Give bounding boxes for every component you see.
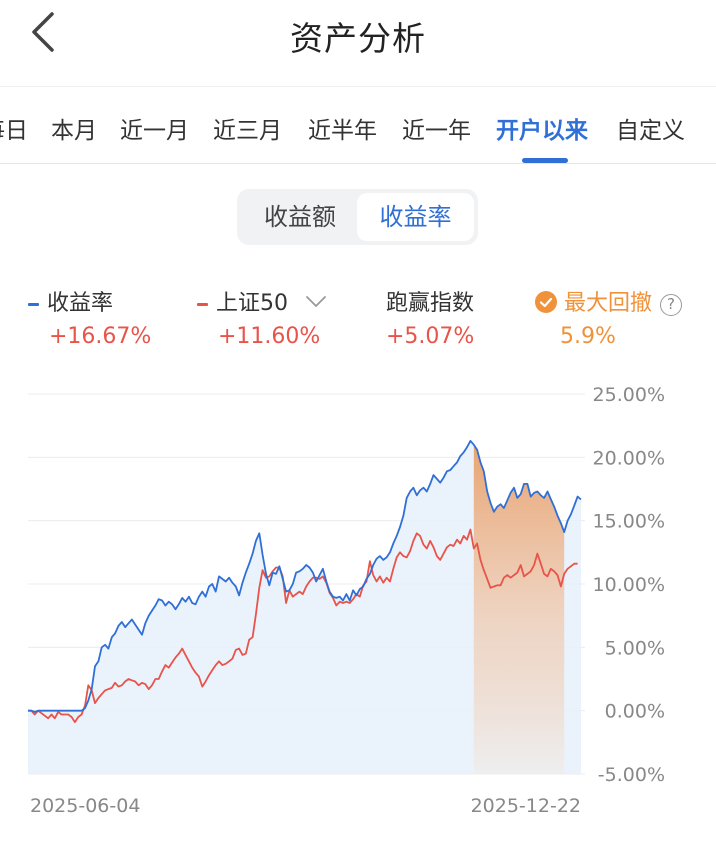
y-tick-label: 25.00% bbox=[593, 384, 665, 406]
profit-rate-line bbox=[28, 440, 582, 713]
chevron-left-icon bbox=[32, 12, 54, 52]
question-circle-icon[interactable]: ? bbox=[660, 294, 683, 316]
x-axis-start-label: 2025-06-04 bbox=[30, 795, 140, 817]
toggle-profit-rate[interactable]: 收益率 bbox=[357, 193, 474, 241]
legend-value: +11.60% bbox=[218, 324, 321, 349]
legend-label: 上证50 bbox=[216, 291, 288, 316]
tab-custom[interactable]: 自定义 bbox=[616, 118, 685, 144]
chevron-down-icon[interactable] bbox=[305, 295, 327, 309]
series-line-marker bbox=[28, 302, 39, 306]
x-axis-end-label: 2025-12-22 bbox=[471, 795, 581, 817]
legend-profit-rate: 收益率 +16.67% bbox=[28, 290, 151, 354]
tab-last-half-year[interactable]: 近半年 bbox=[308, 118, 377, 144]
benchmark-line bbox=[28, 528, 578, 723]
navigation-bar: 资产分析 bbox=[0, 0, 716, 86]
period-tab-bar: 每日 本月 近一月 近三月 近半年 近一年 开户以来 自定义 bbox=[0, 86, 716, 164]
y-tick-label: 10.00% bbox=[593, 574, 665, 596]
tab-daily[interactable]: 每日 bbox=[0, 118, 28, 144]
legend-excess-return: 跑赢指数 +5.07% bbox=[386, 290, 474, 354]
metric-toggle: 收益额 收益率 bbox=[237, 189, 478, 245]
tab-last-three-months[interactable]: 近三月 bbox=[213, 118, 282, 144]
tab-this-month[interactable]: 本月 bbox=[51, 118, 97, 144]
back-button[interactable] bbox=[26, 10, 66, 54]
series-line-marker bbox=[197, 302, 208, 306]
y-tick-label: 0.00% bbox=[605, 701, 665, 723]
legend-label: 收益率 bbox=[47, 291, 114, 316]
legend-max-drawdown[interactable]: 最大回撤? 5.9% bbox=[535, 290, 683, 354]
y-tick-label: 15.00% bbox=[593, 511, 665, 533]
check-circle-icon[interactable] bbox=[535, 291, 557, 313]
active-tab-indicator bbox=[522, 158, 568, 163]
legend-value: +16.67% bbox=[49, 324, 152, 349]
page-title: 资产分析 bbox=[290, 19, 426, 58]
y-tick-label: 5.00% bbox=[605, 637, 665, 659]
y-tick-label: 20.00% bbox=[593, 447, 665, 469]
legend-label: 跑赢指数 bbox=[386, 291, 475, 316]
return-chart[interactable]: 25.00% 20.00% 15.00% 10.00% 5.00% 0.00% -5.00%… bbox=[0, 380, 716, 830]
legend-benchmark[interactable]: 上证50 +11.60% bbox=[197, 290, 327, 354]
y-tick-label: -5.00% bbox=[598, 764, 665, 786]
legend-value: 5.9% bbox=[560, 324, 616, 349]
max-drawdown-band bbox=[473, 444, 565, 774]
tab-last-year[interactable]: 近一年 bbox=[402, 118, 471, 144]
series-area-fill bbox=[28, 440, 581, 774]
toggle-profit-amount[interactable]: 收益额 bbox=[264, 203, 336, 231]
tab-last-month[interactable]: 近一月 bbox=[120, 118, 189, 144]
legend-value: +5.07% bbox=[386, 324, 475, 349]
legend-label: 最大回撤 bbox=[564, 291, 653, 316]
tab-since-opening[interactable]: 开户以来 bbox=[496, 118, 588, 144]
